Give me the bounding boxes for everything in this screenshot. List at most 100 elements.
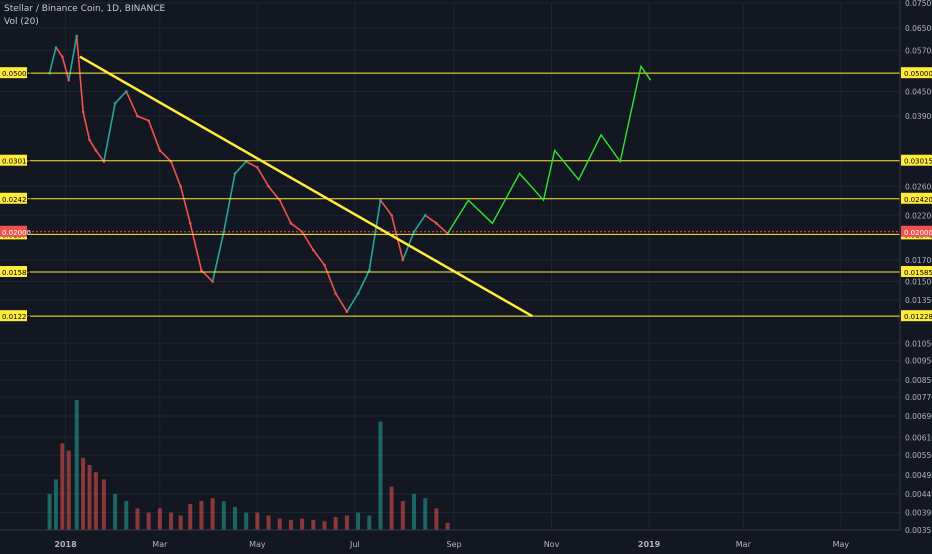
price-segment [312, 249, 326, 266]
price-point [211, 280, 214, 283]
price-point [94, 149, 98, 152]
current-price-label-left: 0.02000 [2, 229, 31, 237]
price-point [300, 230, 304, 234]
level-label-right: 0.05000 [904, 70, 932, 78]
price-segment [335, 293, 348, 313]
volume-bar [400, 501, 405, 530]
volume-bar [60, 443, 65, 530]
price-point [147, 119, 150, 122]
horizontal-levels[interactable]: 0.05000 0.05000 0.03015 0.03015 0.02420 0.024… [0, 67, 932, 322]
price-segment [75, 35, 84, 112]
x-tick-label: Jul [349, 540, 360, 549]
volume-bar [93, 472, 98, 530]
x-tick-label: 2018 [54, 540, 77, 549]
price-segment [424, 214, 437, 224]
level-label-left: 0.05000 [2, 70, 31, 78]
price-segment [103, 103, 116, 162]
price-point [278, 198, 282, 202]
price-point [188, 222, 192, 225]
volume-bar [277, 518, 282, 530]
level-label-left: 0.01585 [2, 269, 31, 277]
price-segment [346, 293, 359, 313]
price-segment [413, 214, 426, 233]
volume-bar [81, 457, 86, 530]
price-point [423, 213, 427, 217]
level-label-box-right [901, 192, 932, 204]
descending-trendline [79, 55, 533, 318]
level-label-box-left [0, 192, 27, 204]
level-label-left: 0.02420 [2, 196, 31, 204]
level-label-right: 0.01228 [904, 313, 932, 321]
price-segment [114, 90, 127, 104]
volume-indicator-label[interactable]: Vol (20) [4, 17, 39, 27]
price-segment [189, 223, 203, 271]
price-point [67, 78, 71, 82]
price-point [75, 34, 79, 38]
volume-bar [367, 515, 372, 530]
price-point [113, 102, 117, 105]
projection-path [447, 64, 652, 234]
price-point [435, 222, 438, 225]
volume-bar [87, 465, 92, 530]
symbol-title[interactable]: Stellar / Binance Coin, 1D, BINANCE [4, 4, 166, 14]
price-point [334, 292, 338, 295]
level-label-right: 0.02420 [904, 196, 932, 204]
volume-bar [356, 512, 361, 530]
x-tick-label: May [833, 540, 850, 549]
y-tick-label: 0.00395 [905, 508, 932, 517]
price-segment [179, 186, 192, 224]
projection-layer[interactable] [447, 64, 652, 234]
volume-bar [412, 493, 417, 530]
volume-bar [146, 512, 151, 530]
price-point [367, 269, 371, 272]
volume-bar [255, 512, 260, 530]
volume-bar [188, 504, 193, 530]
volume-bar [221, 501, 226, 530]
volume-bar [434, 508, 439, 530]
price-point [222, 230, 226, 234]
volume-bar [178, 515, 183, 530]
volume-bar [445, 522, 450, 530]
level-label-box-right [901, 67, 932, 79]
price-segment [147, 120, 161, 151]
price-segment [211, 231, 225, 282]
price-point [289, 222, 293, 225]
y-tick-label: 0.00357 [905, 526, 932, 535]
level-label-right: 0.01585 [904, 269, 932, 277]
price-point [61, 55, 64, 58]
volume-bar [66, 450, 71, 530]
price-segment [323, 264, 337, 294]
trendline-layer[interactable] [79, 55, 533, 318]
level-label-box-right [901, 266, 932, 278]
price-segment [234, 161, 247, 175]
level-label-box-left [0, 310, 27, 322]
price-point [379, 198, 382, 202]
x-tick-label: 2019 [638, 540, 661, 549]
price-segment [256, 167, 270, 187]
price-segment [48, 47, 57, 74]
volume-bar [101, 479, 106, 530]
price-point [124, 90, 128, 93]
price-point [312, 248, 315, 252]
price-point [323, 263, 326, 267]
level-label-right: 0.03015 [904, 158, 932, 166]
price-segment [88, 139, 97, 151]
price-segment [95, 149, 105, 163]
level-label-box-right [901, 310, 932, 322]
volume-bar [423, 498, 428, 530]
price-point [390, 213, 393, 217]
price-segment [379, 199, 393, 216]
